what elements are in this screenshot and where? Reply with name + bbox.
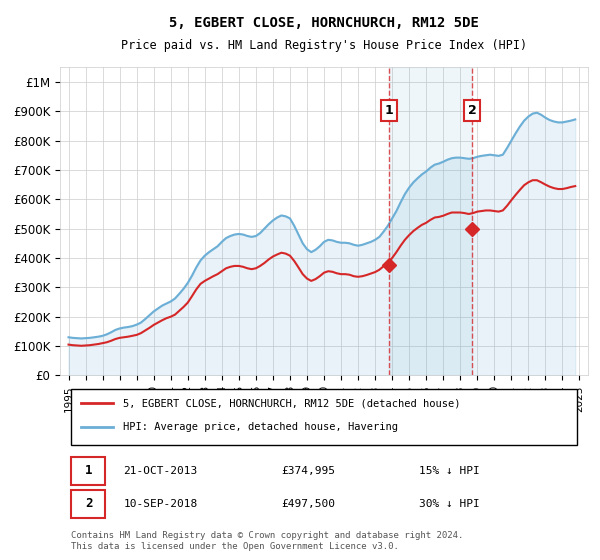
Text: 15% ↓ HPI: 15% ↓ HPI — [419, 466, 480, 476]
Text: 10-SEP-2018: 10-SEP-2018 — [124, 499, 197, 508]
Text: 1: 1 — [85, 464, 93, 477]
FancyBboxPatch shape — [71, 490, 105, 517]
Text: 21-OCT-2013: 21-OCT-2013 — [124, 466, 197, 476]
Text: 1: 1 — [385, 104, 393, 117]
FancyBboxPatch shape — [71, 457, 105, 484]
Text: £374,995: £374,995 — [282, 466, 336, 476]
Text: 2: 2 — [85, 497, 93, 510]
FancyBboxPatch shape — [71, 389, 577, 445]
Text: 2: 2 — [467, 104, 476, 117]
Text: 5, EGBERT CLOSE, HORNCHURCH, RM12 5DE: 5, EGBERT CLOSE, HORNCHURCH, RM12 5DE — [169, 16, 479, 30]
Text: 5, EGBERT CLOSE, HORNCHURCH, RM12 5DE (detached house): 5, EGBERT CLOSE, HORNCHURCH, RM12 5DE (d… — [124, 398, 461, 408]
Text: 30% ↓ HPI: 30% ↓ HPI — [419, 499, 480, 508]
Text: Price paid vs. HM Land Registry's House Price Index (HPI): Price paid vs. HM Land Registry's House … — [121, 39, 527, 52]
Text: Contains HM Land Registry data © Crown copyright and database right 2024.
This d: Contains HM Land Registry data © Crown c… — [71, 531, 463, 551]
Text: £497,500: £497,500 — [282, 499, 336, 508]
Bar — [389, 67, 472, 375]
Text: HPI: Average price, detached house, Havering: HPI: Average price, detached house, Have… — [124, 422, 398, 432]
